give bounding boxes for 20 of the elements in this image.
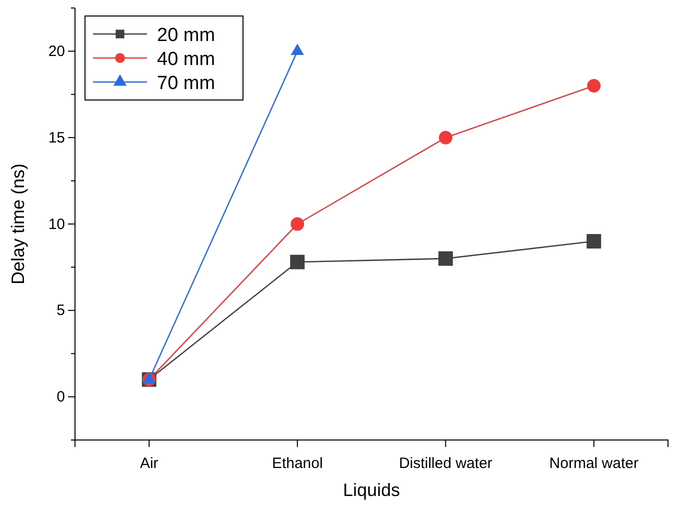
legend-label: 70 mm [157,73,216,94]
x-axis-title: Liquids [342,480,400,500]
y-tick-label: 0 [56,388,65,406]
legend-label: 40 mm [157,49,216,70]
y-axis-title: Delay time (ns) [8,163,28,285]
point [587,79,601,92]
y-tick-label: 15 [48,129,65,146]
x-tick-label: Ethanol [272,455,323,472]
y-tick-label: 20 [48,43,65,60]
point [290,217,304,231]
point [290,254,305,270]
x-tick-label: Air [140,455,158,472]
y-tick-label: 5 [56,302,65,320]
legend-label: 20 mm [157,25,216,46]
point [586,234,602,249]
point [438,130,452,144]
x-tick-label: Normal water [549,455,638,472]
point [438,251,453,266]
y-tick-label: 10 [48,216,65,233]
x-tick-label: Distilled water [398,455,492,472]
